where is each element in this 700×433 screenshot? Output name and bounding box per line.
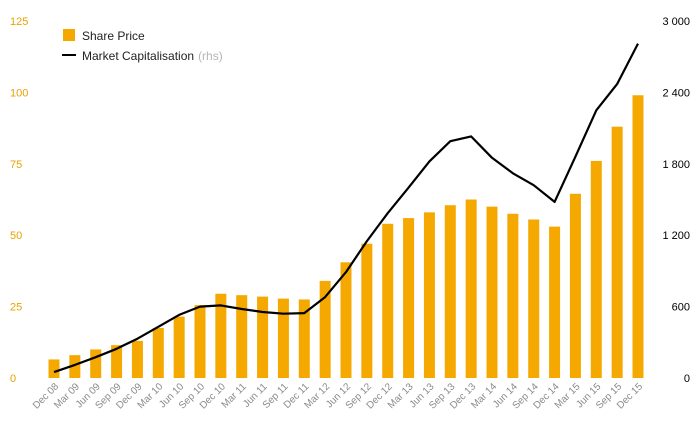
share-price-bar: [465, 199, 477, 378]
share-price-bar: [236, 295, 248, 378]
left-tick-label: 50: [10, 230, 22, 242]
right-tick-label: 2 400: [662, 87, 690, 99]
right-tick-label: 0: [684, 373, 690, 385]
share-price-bar: [90, 349, 102, 378]
share-price-bar: [131, 340, 143, 378]
left-tick-label: 25: [10, 302, 22, 314]
right-tick-label: 600: [672, 302, 690, 314]
share-price-bar: [403, 218, 415, 378]
share-price-bar: [486, 206, 498, 378]
right-axis: 0 600 1 200 1 800 2 400 3 000: [662, 16, 690, 385]
legend-label-market-cap-name: Market Capitalisation: [82, 49, 194, 63]
legend-label-rhs: (rhs): [198, 49, 223, 63]
share-price-bar: [215, 293, 227, 378]
legend-swatch-share-price: [63, 29, 75, 41]
left-tick-label: 0: [10, 373, 16, 385]
share-price-bar: [507, 213, 519, 378]
share-price-bar: [382, 223, 394, 378]
share-price-bar: [277, 298, 289, 378]
market-cap-line: [53, 43, 639, 374]
right-tick-label: 1 200: [662, 230, 690, 242]
share-price-bar: [319, 280, 331, 378]
share-price-bar: [632, 95, 644, 379]
left-tick-label: 125: [10, 16, 28, 28]
share-price-bar: [569, 193, 581, 378]
legend-label-market-cap: Market Capitalisation (rhs): [82, 49, 223, 63]
legend-label-share-price: Share Price: [82, 29, 145, 43]
share-price-bar: [361, 243, 373, 378]
share-price-bar: [423, 212, 435, 378]
market-cap-line-layer: [53, 43, 639, 374]
left-tick-label: 75: [10, 159, 22, 171]
share-price-bar: [298, 299, 310, 378]
legend: Share Price Market Capitalisation (rhs): [62, 29, 223, 63]
left-axis: 0 25 50 75 100 125: [10, 16, 28, 385]
share-price-bar: [194, 305, 206, 378]
share-price-bar: [340, 262, 352, 378]
share-price-bar: [48, 359, 60, 378]
share-price-bar: [257, 296, 269, 378]
share-price-bar: [590, 160, 602, 378]
right-tick-label: 1 800: [662, 159, 690, 171]
share-price-bar: [173, 316, 185, 378]
share-price-bar: [111, 345, 123, 378]
share-price-bar: [549, 226, 561, 378]
share-price-bar: [528, 219, 540, 378]
share-price-bar: [611, 126, 623, 378]
right-tick-label: 3 000: [662, 16, 690, 28]
share-price-bars: [48, 95, 644, 379]
share-price-bar: [444, 205, 456, 378]
share-price-bar: [152, 328, 164, 378]
left-tick-label: 100: [10, 87, 28, 99]
share-price-bar: [69, 355, 81, 378]
